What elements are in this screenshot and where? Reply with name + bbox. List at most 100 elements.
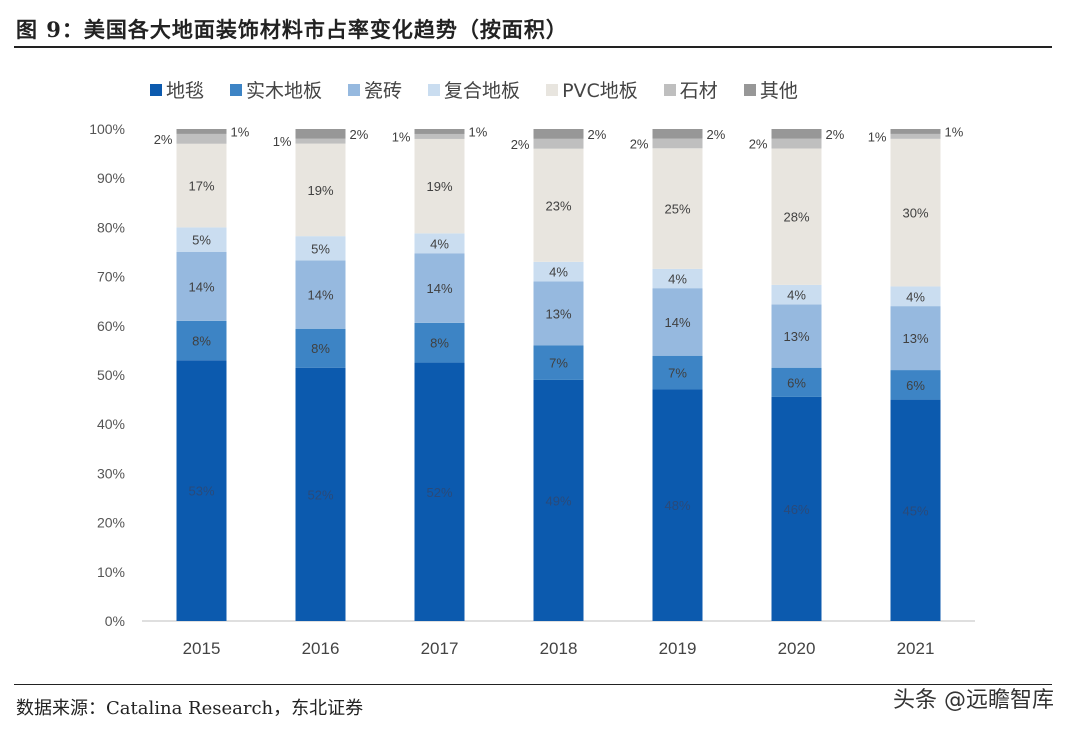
data-label: 4% xyxy=(668,272,687,287)
data-label: 1% xyxy=(868,129,887,144)
data-label: 8% xyxy=(311,341,330,356)
bar-segment xyxy=(890,370,941,400)
y-tick-label: 70% xyxy=(97,269,125,285)
data-label: 53% xyxy=(188,484,214,499)
data-label: 1% xyxy=(469,124,488,139)
bar-segment xyxy=(414,138,465,234)
legend-item: 地毯 xyxy=(150,76,204,103)
legend-label: 其他 xyxy=(759,80,798,102)
legend-swatch xyxy=(150,83,162,96)
bar-segment xyxy=(890,306,941,371)
data-label: 7% xyxy=(549,356,568,371)
legend-label: PVC地板 xyxy=(562,80,638,102)
legend-swatch xyxy=(428,83,441,96)
data-label: 8% xyxy=(430,336,449,351)
legend-label: 石材 xyxy=(679,80,718,102)
legend-label: 复合地板 xyxy=(444,80,521,102)
legend-label: 瓷砖 xyxy=(364,80,403,102)
bar-segment xyxy=(295,236,346,261)
bar-segment xyxy=(771,396,822,621)
footer-rule xyxy=(14,684,1052,685)
data-label: 4% xyxy=(787,288,806,303)
bar-segment xyxy=(771,148,822,285)
legend-swatch xyxy=(348,83,361,96)
data-label: 52% xyxy=(426,485,452,500)
bar-segment xyxy=(295,143,346,237)
data-label: 14% xyxy=(307,288,333,303)
data-label: 19% xyxy=(426,179,452,194)
x-tick-label: 2019 xyxy=(659,639,697,658)
y-tick-label: 30% xyxy=(97,465,125,481)
bar-segment xyxy=(414,233,465,254)
data-label: 1% xyxy=(273,134,292,149)
bar-segment xyxy=(771,129,822,139)
bar-segment xyxy=(414,322,465,363)
x-tick-label: 2018 xyxy=(540,639,578,658)
legend-label: 地毯 xyxy=(166,80,205,102)
data-label: 2% xyxy=(588,127,607,142)
bar-segment xyxy=(652,138,703,149)
data-label: 14% xyxy=(188,279,214,294)
y-tick-label: 60% xyxy=(97,318,125,334)
data-label: 4% xyxy=(549,265,568,280)
legend-item: 瓷砖 xyxy=(348,76,402,103)
data-label: 4% xyxy=(430,236,449,251)
bar-segment xyxy=(295,138,346,144)
y-tick-label: 50% xyxy=(97,367,125,383)
bar-segment xyxy=(295,260,346,329)
y-tick-label: 40% xyxy=(97,416,125,432)
data-label: 14% xyxy=(426,281,452,296)
data-label: 2% xyxy=(630,136,649,151)
legend-item: 石材 xyxy=(663,76,718,103)
legend-swatch xyxy=(546,83,559,96)
legend-item: 实木地板 xyxy=(230,76,322,103)
bar-segment xyxy=(533,148,584,262)
bar-segment xyxy=(295,367,346,621)
bar-segment xyxy=(771,138,822,149)
x-tick-label: 2020 xyxy=(778,639,816,658)
bar-segment xyxy=(414,133,465,139)
data-label: 4% xyxy=(906,289,925,304)
y-tick-label: 0% xyxy=(105,613,125,629)
data-label: 46% xyxy=(783,502,809,517)
data-label: 13% xyxy=(902,331,928,346)
x-tick-label: 2015 xyxy=(183,639,221,658)
data-label: 30% xyxy=(902,206,928,221)
data-label: 17% xyxy=(188,179,214,194)
y-tick-label: 20% xyxy=(97,515,125,531)
x-tick-label: 2021 xyxy=(897,639,935,658)
bar-segment xyxy=(533,281,584,346)
data-label: 2% xyxy=(707,127,726,142)
data-label: 13% xyxy=(783,329,809,344)
data-label: 1% xyxy=(231,124,250,139)
bar-segment xyxy=(652,389,703,621)
data-label: 45% xyxy=(902,503,928,518)
data-label: 13% xyxy=(545,307,571,322)
data-label: 2% xyxy=(350,127,369,142)
data-label: 52% xyxy=(307,487,333,502)
y-tick-label: 100% xyxy=(89,121,125,137)
data-label: 19% xyxy=(307,183,333,198)
legend-swatch xyxy=(230,83,243,96)
data-label: 2% xyxy=(749,137,768,152)
data-label: 49% xyxy=(545,493,571,508)
bar-segment xyxy=(890,133,941,139)
legend-item: 其他 xyxy=(743,76,798,103)
data-label: 6% xyxy=(787,375,806,390)
legend-label: 实木地板 xyxy=(246,80,323,102)
bar-segment xyxy=(176,143,227,228)
bar-segment xyxy=(414,129,465,134)
legend-swatch xyxy=(743,83,756,96)
data-label: 23% xyxy=(545,198,571,213)
data-label: 2% xyxy=(826,127,845,142)
data-label: 5% xyxy=(192,233,211,248)
legend-item: PVC地板 xyxy=(546,76,638,103)
bar-segment xyxy=(771,367,822,397)
data-label: 5% xyxy=(311,241,330,256)
data-label: 7% xyxy=(668,366,687,381)
data-label: 1% xyxy=(945,124,964,139)
data-label: 28% xyxy=(783,210,809,225)
data-label: 2% xyxy=(154,132,173,147)
y-tick-label: 10% xyxy=(97,564,125,580)
